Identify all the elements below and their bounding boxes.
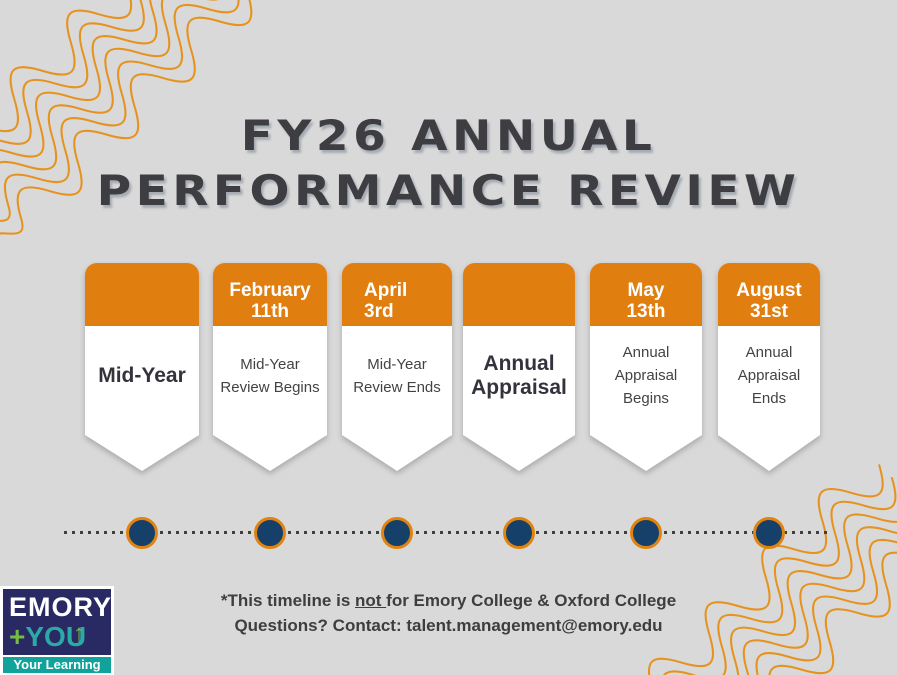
logo-tagline: Your Learning (3, 657, 111, 673)
footer-note: *This timeline is not for Emory College … (0, 588, 897, 638)
wavy-lines-decoration-bottomright (600, 440, 897, 675)
banner-point (342, 435, 452, 474)
logo-plus-sign: + (9, 621, 26, 652)
footer-disclaimer-not: not (355, 591, 387, 610)
timeline-banner-feb-11: February 11th Mid-Year Review Begins (213, 263, 327, 474)
footer-disclaimer: *This timeline is not for Emory College … (0, 588, 897, 613)
footer-disclaimer-pre: *This timeline is (220, 591, 355, 610)
footer-disclaimer-post: for Emory College & Oxford College (386, 591, 677, 610)
timeline-dot (126, 517, 158, 549)
timeline-banner-aug-31: August 31st Annual Appraisal Ends (718, 263, 820, 474)
emory-you-logo: EMORY +YOU↑ Your Learning (0, 586, 114, 675)
timeline-dot (503, 517, 535, 549)
banner-header: February 11th (213, 263, 327, 326)
banner-body: Annual Appraisal Ends (718, 326, 820, 435)
banner-header (85, 263, 199, 326)
banner-header: April 3rd (342, 263, 452, 326)
timeline-banner-may-13: May 13th Annual Appraisal Begins (590, 263, 702, 474)
page-title-line1: FY26 ANNUAL (240, 111, 657, 161)
banner-body: Annual Appraisal (463, 326, 575, 435)
logo-you-text: +YOU↑ (9, 620, 111, 654)
footer-contact: Questions? Contact: talent.management@em… (234, 616, 663, 635)
logo-you-word: YOU (25, 621, 87, 652)
timeline-banner-mid-year: Mid-Year (85, 263, 199, 474)
banner-point (213, 435, 327, 474)
timeline-banner-apr-3: April 3rd Mid-Year Review Ends (342, 263, 452, 474)
arrow-up-icon: ↑ (73, 620, 86, 647)
logo-emory-text: EMORY (9, 592, 111, 622)
banner-header (463, 263, 575, 326)
banner-body: Mid-Year Review Begins (213, 326, 327, 435)
banner-header: August 31st (718, 263, 820, 326)
timeline-dotted-line (64, 531, 830, 534)
logo-box: EMORY +YOU↑ (3, 589, 111, 655)
page-title-line2: PERFORMANCE REVIEW (96, 166, 801, 216)
banner-body: Mid-Year (85, 326, 199, 435)
banner-body: Annual Appraisal Begins (590, 326, 702, 435)
banner-body: Mid-Year Review Ends (342, 326, 452, 435)
banner-point (463, 435, 575, 474)
timeline-dot (254, 517, 286, 549)
timeline-dot (630, 517, 662, 549)
banner-point (718, 435, 820, 474)
timeline-dot (753, 517, 785, 549)
banner-header: May 13th (590, 263, 702, 326)
page-title: FY26 ANNUAL PERFORMANCE REVIEW (0, 108, 897, 218)
banner-point (590, 435, 702, 474)
timeline-banner-annual-appraisal: Annual Appraisal (463, 263, 575, 474)
timeline-dot (381, 517, 413, 549)
banner-point (85, 435, 199, 474)
